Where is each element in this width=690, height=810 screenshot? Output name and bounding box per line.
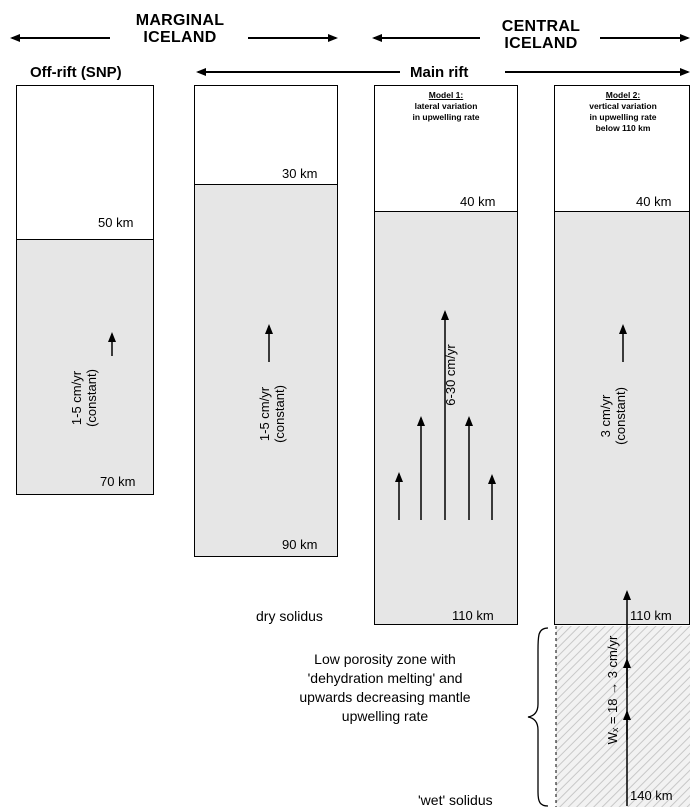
low-porosity-note-line2: 'dehydration melting' and <box>307 670 463 686</box>
off-rift-subtitle: Off-rift (SNP) <box>30 64 122 81</box>
model2-rate-line1: 3 cm/yr <box>598 394 613 438</box>
model1-rate-label: 6-30 cm/yr <box>443 344 458 406</box>
low-porosity-note-line4: upwelling rate <box>341 708 429 724</box>
model1-caption: Model 1: lateral variation in upwelling … <box>376 90 516 123</box>
low-porosity-note-line3: upwards decreasing mantle <box>299 689 471 705</box>
model2-caption-line2: in upwelling rate <box>589 112 657 122</box>
off-rift-rate-line2: (constant) <box>84 369 99 427</box>
central-title-line1: CENTRAL <box>501 18 581 35</box>
off-rift-rate-line1: 1-5 cm/yr <box>69 370 84 426</box>
model1-column <box>374 85 518 625</box>
main-rift-rate-label: 1-5 cm/yr (constant) <box>257 364 289 464</box>
low-porosity-brace <box>527 627 549 807</box>
marginal-iceland-title: MARGINAL ICELAND <box>118 12 242 46</box>
model2-title: Model 2: <box>605 90 641 100</box>
main-rift-subtitle: Main rift <box>410 64 469 81</box>
off-rift-melt-zone <box>17 239 153 494</box>
low-porosity-note: Low porosity zone with 'dehydration melt… <box>250 650 520 726</box>
main-rift-rate-line1: 1-5 cm/yr <box>257 386 272 442</box>
model2-rate-label: 3 cm/yr (constant) <box>598 366 630 466</box>
marginal-title-line1: MARGINAL <box>135 12 225 29</box>
off-rift-top-depth: 50 km <box>98 215 134 230</box>
main-rift-top-depth: 30 km <box>282 166 318 181</box>
central-title-line2: ICELAND <box>504 35 578 52</box>
model1-caption-line2: in upwelling rate <box>412 112 480 122</box>
off-rift-bottom-depth: 70 km <box>100 474 136 489</box>
main-rift-shallow-melt-zone <box>195 184 337 556</box>
model1-title: Model 1: <box>428 90 464 100</box>
model1-bottom-depth: 110 km <box>452 608 494 623</box>
model1-caption-line1: lateral variation <box>414 101 478 111</box>
model2-bottom-depth: 110 km <box>630 608 672 623</box>
model2-top-depth: 40 km <box>636 194 672 209</box>
model2-melt-zone <box>555 211 689 624</box>
off-rift-column <box>16 85 154 495</box>
model2-column <box>554 85 690 625</box>
model1-melt-zone <box>375 211 517 624</box>
main-rift-rate-line2: (constant) <box>272 385 287 443</box>
model2-caption-line3: below 110 km <box>595 123 651 133</box>
model2-lower-bottom-depth: 140 km <box>630 788 673 803</box>
main-rift-shallow-column <box>194 85 338 557</box>
model2-caption: Model 2: vertical variation in upwelling… <box>556 90 690 134</box>
wet-solidus-label: 'wet' solidus <box>418 792 493 808</box>
main-rift-bottom-depth: 90 km <box>282 537 318 552</box>
low-porosity-note-line1: Low porosity zone with <box>314 651 456 667</box>
model2-rate-line2: (constant) <box>613 387 628 445</box>
model1-top-depth: 40 km <box>460 194 496 209</box>
marginal-title-line2: ICELAND <box>143 29 217 46</box>
low-porosity-rate-label: Wₓ = 18 → 3 cm/yr <box>605 635 620 745</box>
model2-caption-line1: vertical variation <box>589 101 657 111</box>
dry-solidus-label: dry solidus <box>256 608 323 624</box>
off-rift-rate-label: 1-5 cm/yr (constant) <box>69 348 101 448</box>
central-iceland-title: CENTRAL ICELAND <box>486 18 596 52</box>
low-porosity-zone-hatch <box>556 626 690 807</box>
